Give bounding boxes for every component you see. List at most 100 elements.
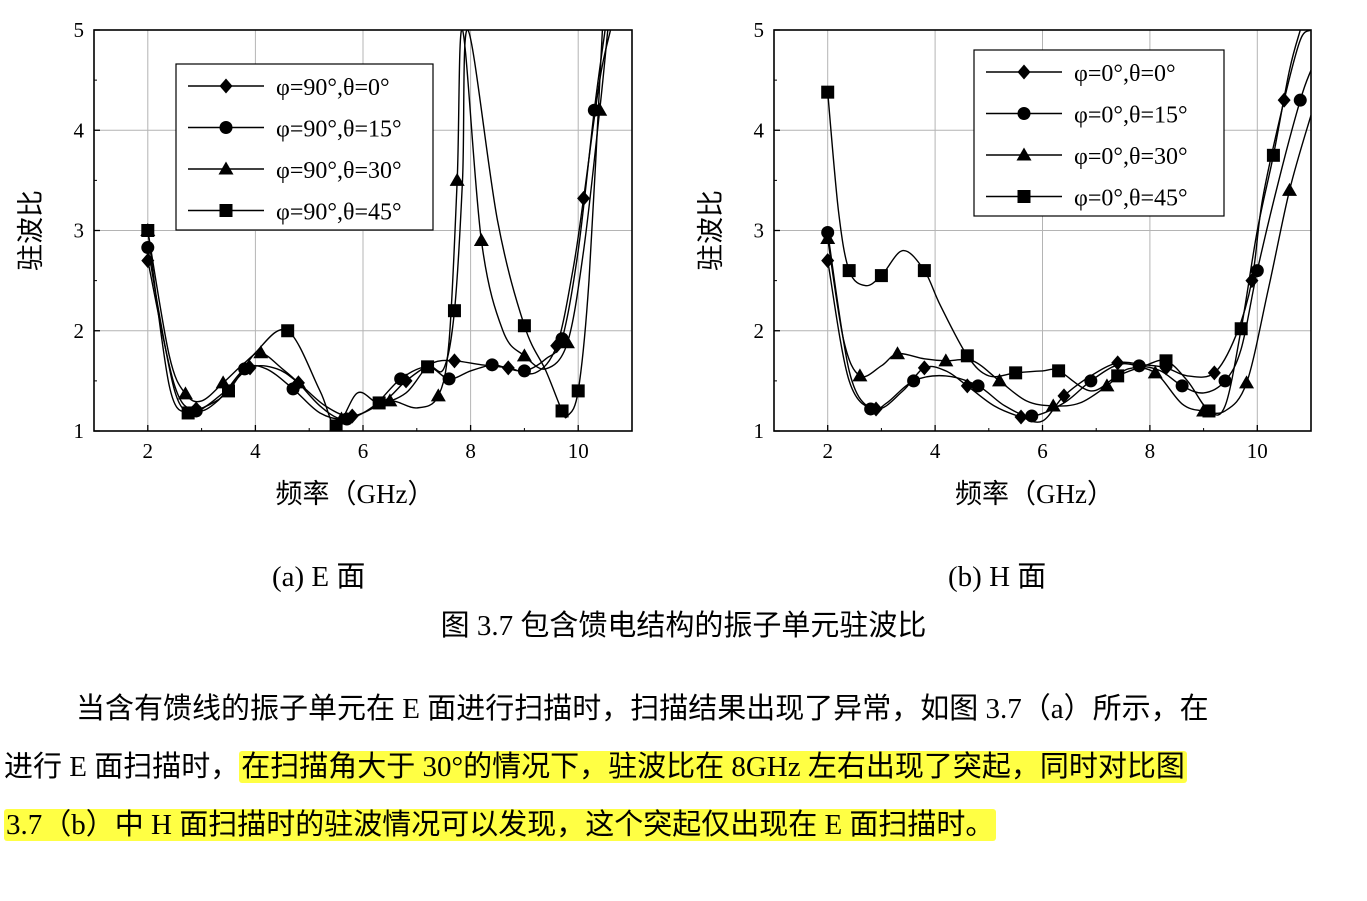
legend-entry: φ=90°,θ=30° bbox=[276, 158, 402, 184]
legend-entry: φ=90°,θ=0° bbox=[276, 75, 390, 101]
data-point-s2 bbox=[1175, 379, 1189, 393]
data-point-s3 bbox=[290, 375, 306, 389]
legend-marker bbox=[219, 121, 233, 134]
data-point-s4 bbox=[1009, 366, 1023, 380]
x-tick-label: 10 bbox=[568, 439, 589, 463]
chart-h-plane: 2 4 6 8 1012345频率（GHz）驻波比φ=0°,θ=0°φ=0°,θ=15°… bbox=[696, 18, 1312, 509]
x-axis-label: 频率（GHz） bbox=[276, 479, 435, 509]
data-point-s3 bbox=[1239, 375, 1255, 389]
data-point-s4 bbox=[821, 85, 835, 99]
highlighted-text-1: 在扫描角大于 30°的情况下，驻波比在 8GHz 左右出现了突起，同时对比图 bbox=[239, 751, 1187, 783]
y-axis-label: 驻波比 bbox=[16, 190, 46, 271]
y-tick-label: 1 bbox=[74, 419, 85, 443]
paragraph-line-2-plain: 进行 E 面扫描时， bbox=[4, 751, 240, 783]
data-point-s1 bbox=[577, 190, 591, 206]
data-point-s3 bbox=[516, 348, 532, 362]
x-tick-label: 4 bbox=[930, 439, 941, 463]
data-point-s4 bbox=[1202, 404, 1216, 418]
data-point-s3 bbox=[992, 373, 1008, 387]
x-axis-label: 频率（GHz） bbox=[955, 479, 1114, 509]
data-point-s4 bbox=[571, 384, 585, 398]
data-point-s3 bbox=[592, 102, 608, 116]
legend-marker bbox=[1017, 107, 1031, 120]
y-tick-label: 5 bbox=[74, 18, 85, 42]
legend-entry: φ=90°,θ=45° bbox=[276, 200, 402, 226]
legend-entry: φ=0°,θ=15° bbox=[1074, 103, 1188, 129]
data-point-s4 bbox=[842, 264, 856, 278]
x-tick-label: 6 bbox=[1037, 439, 1048, 463]
data-point-s4 bbox=[1266, 148, 1280, 162]
data-point-s3 bbox=[852, 368, 868, 382]
data-point-s2 bbox=[394, 372, 408, 386]
data-point-s3 bbox=[1147, 365, 1163, 379]
y-tick-label: 1 bbox=[754, 419, 765, 443]
data-point-s2 bbox=[864, 402, 878, 416]
body-paragraph: 当含有馈线的振子单元在 E 面进行扫描时，扫描结果出现了异常，如图 3.7（a）… bbox=[4, 680, 1364, 854]
paragraph-line-1: 当含有馈线的振子单元在 E 面进行扫描时，扫描结果出现了异常，如图 3.7（a）… bbox=[76, 693, 1209, 725]
y-tick-label: 3 bbox=[74, 219, 85, 243]
data-point-s4 bbox=[372, 396, 386, 410]
data-point-s3 bbox=[890, 346, 906, 360]
data-point-s1 bbox=[1057, 388, 1071, 404]
data-point-s4 bbox=[447, 304, 461, 318]
data-point-s4 bbox=[917, 264, 931, 278]
data-point-s4 bbox=[1052, 364, 1066, 378]
data-point-s4 bbox=[281, 324, 295, 338]
data-point-s2 bbox=[971, 379, 985, 393]
data-point-s4 bbox=[181, 406, 195, 420]
data-point-s2 bbox=[1250, 264, 1264, 278]
data-point-s3 bbox=[253, 345, 269, 359]
legend-marker bbox=[1017, 190, 1031, 203]
subfigure-caption-b: (b) H 面 bbox=[948, 561, 1047, 593]
data-point-s4 bbox=[329, 419, 343, 431]
data-point-s2 bbox=[1218, 374, 1232, 388]
data-point-s2 bbox=[485, 358, 499, 372]
legend-marker bbox=[1017, 64, 1031, 80]
data-point-s3 bbox=[473, 233, 489, 247]
legend-marker bbox=[1016, 147, 1032, 161]
data-point-s4 bbox=[421, 360, 435, 374]
x-tick-label: 4 bbox=[250, 439, 261, 463]
legend-entry: φ=90°,θ=15° bbox=[276, 117, 402, 143]
data-point-s3 bbox=[1099, 378, 1115, 392]
data-point-s3 bbox=[430, 388, 446, 402]
data-point-s3 bbox=[938, 353, 954, 367]
y-tick-label: 5 bbox=[754, 18, 765, 42]
data-point-s1 bbox=[1245, 273, 1259, 289]
x-tick-label: 8 bbox=[1145, 439, 1156, 463]
data-point-s4 bbox=[222, 384, 235, 398]
data-point-s1 bbox=[917, 360, 931, 376]
data-point-s2 bbox=[442, 372, 456, 386]
data-point-s4 bbox=[1234, 322, 1248, 336]
data-point-s2 bbox=[141, 241, 155, 255]
legend-box bbox=[973, 49, 1225, 217]
data-point-s2 bbox=[907, 374, 921, 388]
data-point-s2 bbox=[517, 364, 531, 378]
data-point-s4 bbox=[874, 269, 888, 283]
data-point-s3 bbox=[1282, 182, 1298, 196]
legend-marker bbox=[219, 204, 233, 217]
figure-caption: 图 3.7 包含馈电结构的振子单元驻波比 bbox=[440, 610, 927, 642]
legend-entry: φ=0°,θ=45° bbox=[1074, 186, 1188, 212]
legend-box bbox=[175, 63, 434, 231]
data-point-s3 bbox=[559, 335, 575, 349]
paragraph-line-3: 3.7（b）中 H 面扫描时的驻波情况可以发现，这个突起仅出现在 E 面扫描时。 bbox=[4, 796, 1364, 854]
x-tick-label: 10 bbox=[1247, 439, 1268, 463]
y-tick-label: 4 bbox=[74, 118, 85, 142]
data-point-s3 bbox=[449, 172, 465, 186]
data-point-s1 bbox=[1111, 355, 1125, 371]
data-point-s2 bbox=[1025, 409, 1039, 423]
legend-entry: φ=0°,θ=30° bbox=[1074, 144, 1188, 170]
y-tick-label: 2 bbox=[74, 319, 85, 343]
data-point-s4 bbox=[141, 224, 155, 237]
series-line-2 bbox=[827, 69, 1311, 417]
y-tick-label: 3 bbox=[754, 219, 765, 243]
x-tick-label: 2 bbox=[143, 439, 154, 463]
chart-e-plane: 2 4 6 8 1012345频率（GHz）驻波比φ=90°,θ=0°φ=90°,θ=1… bbox=[16, 18, 633, 509]
paragraph-line-2: 进行 E 面扫描时，在扫描角大于 30°的情况下，驻波比在 8GHz 左右出现了… bbox=[4, 738, 1364, 796]
y-axis-label: 驻波比 bbox=[696, 190, 726, 271]
data-point-s3 bbox=[1045, 398, 1061, 412]
data-point-s4 bbox=[1159, 354, 1173, 368]
data-point-s3 bbox=[820, 231, 836, 245]
highlighted-text-2: 3.7（b）中 H 面扫描时的驻波情况可以发现，这个突起仅出现在 E 面扫描时。 bbox=[4, 809, 997, 841]
